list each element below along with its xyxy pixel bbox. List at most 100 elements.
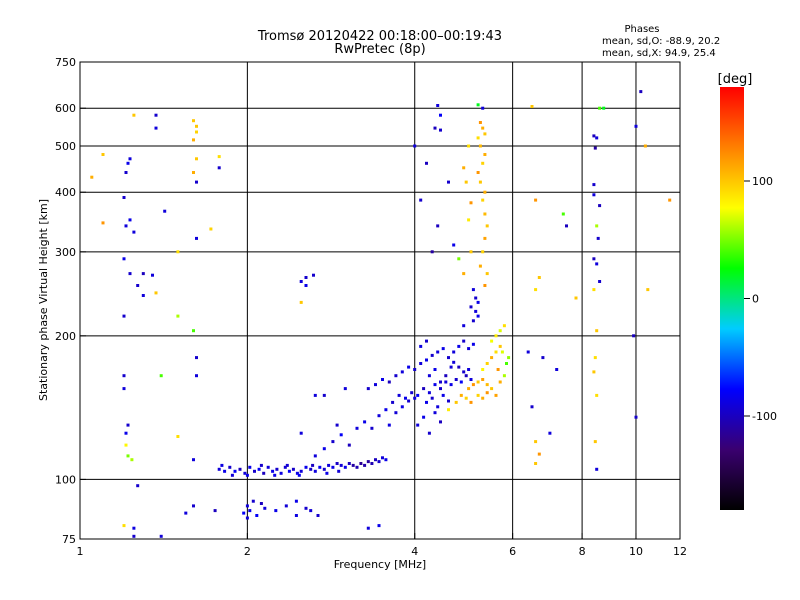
echo-point (154, 113, 158, 117)
echo-point (228, 465, 232, 469)
echo-point (485, 383, 489, 387)
echo-point (439, 113, 442, 117)
echo-point (467, 368, 471, 371)
echo-point (476, 393, 480, 397)
echo-point (297, 473, 301, 477)
echo-point (304, 465, 308, 469)
echo-point (534, 288, 538, 292)
echo-point (141, 272, 145, 276)
echo-point (478, 121, 482, 124)
echo-point (413, 368, 417, 371)
echo-point (274, 509, 278, 513)
echo-point (304, 284, 308, 287)
echo-point (339, 433, 343, 437)
echo-point (313, 469, 317, 473)
x-tick-label: 10 (629, 545, 643, 558)
echo-point (122, 314, 126, 318)
echo-point (452, 360, 456, 364)
echo-point (285, 463, 289, 467)
echo-point (309, 467, 313, 471)
echo-point (478, 180, 482, 184)
echo-point (462, 272, 466, 276)
echo-point (457, 257, 461, 261)
echo-point (259, 502, 263, 505)
echo-point (595, 262, 599, 266)
grid-lines (80, 62, 680, 539)
echo-point (634, 415, 638, 419)
echo-point (422, 415, 426, 419)
echo-point (474, 296, 478, 300)
echo-point (469, 378, 473, 381)
echo-point (122, 257, 126, 261)
echo-point (419, 198, 423, 202)
echo-point (223, 469, 227, 473)
echo-point (159, 534, 163, 538)
y-tick-label: 600 (55, 102, 76, 115)
echo-point (195, 180, 198, 184)
echo-point (347, 443, 351, 447)
echo-point (192, 119, 195, 123)
echo-point (439, 387, 442, 391)
echo-point (425, 339, 428, 343)
echo-point (366, 460, 370, 464)
echo-point (441, 393, 445, 397)
echo-point (122, 374, 126, 378)
echo-point (632, 334, 636, 338)
echo-point (481, 161, 485, 165)
echo-point (595, 224, 599, 228)
echo-point (217, 467, 221, 471)
echo-point (598, 204, 602, 208)
echo-point (494, 393, 498, 397)
echo-point (476, 314, 480, 318)
echo-point (541, 356, 545, 360)
plot-frame (79, 61, 681, 540)
colorbar (720, 87, 744, 510)
echo-point (271, 469, 275, 473)
colorbar-ticks: 100 0 -100 (744, 175, 777, 423)
echo-point (462, 324, 466, 328)
echo-point (299, 280, 303, 283)
x-tick-label: 4 (411, 545, 418, 558)
echo-point (233, 469, 237, 473)
echo-point (447, 180, 450, 184)
x-tick-label: 6 (509, 545, 516, 558)
echo-point (422, 387, 426, 391)
echo-point (483, 284, 487, 287)
echo-point (481, 396, 485, 400)
echo-point (122, 196, 126, 199)
echo-point (598, 106, 602, 110)
echo-point (262, 471, 266, 475)
echo-point (436, 350, 440, 354)
echo-point (245, 504, 249, 508)
echo-point (526, 350, 530, 354)
echo-point (574, 296, 578, 300)
echo-point (447, 356, 450, 360)
echo-point (377, 460, 381, 464)
echo-point (441, 347, 445, 351)
echo-point (457, 344, 461, 348)
echo-point (257, 467, 261, 471)
echo-point (299, 300, 303, 304)
echo-point (416, 423, 420, 427)
echo-point (444, 374, 448, 378)
echo-point (126, 423, 130, 427)
echo-point (433, 383, 437, 387)
echo-point (295, 471, 299, 475)
echo-point (387, 423, 391, 427)
echo-point (481, 250, 485, 254)
echo-point (339, 463, 343, 467)
echo-point (602, 106, 606, 110)
echo-point (537, 276, 541, 279)
echo-point (464, 180, 468, 184)
echo-point (462, 339, 466, 343)
echo-point (331, 465, 335, 469)
echo-point (381, 378, 384, 381)
colorbar-tick-label: -100 (752, 410, 777, 423)
echo-point (430, 250, 434, 254)
echo-point (343, 387, 347, 391)
echo-point (459, 380, 463, 384)
echo-point (217, 166, 221, 170)
echo-point (502, 324, 506, 328)
echo-point (124, 171, 128, 174)
echo-point (436, 104, 440, 107)
